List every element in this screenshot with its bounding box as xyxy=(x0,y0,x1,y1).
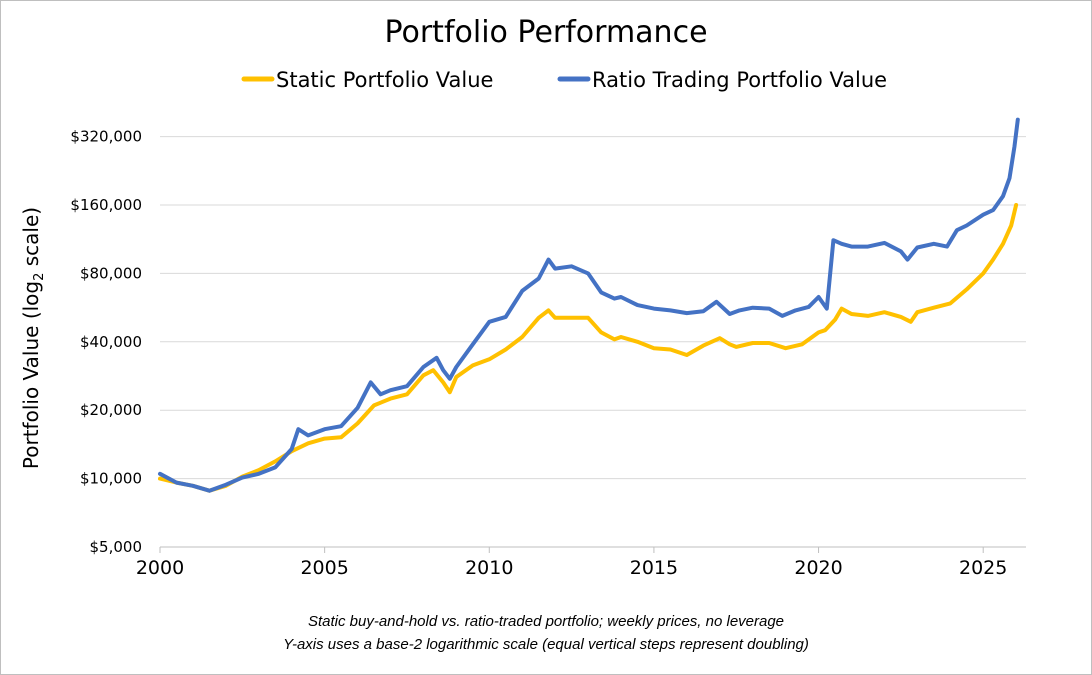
caption-line-1: Static buy-and-hold vs. ratio-traded por… xyxy=(308,613,784,630)
legend-label-ratio: Ratio Trading Portfolio Value xyxy=(592,68,887,92)
y-tick-label: $20,000 xyxy=(80,401,142,419)
x-tick-label: 2025 xyxy=(959,557,1007,579)
x-tick-label: 2020 xyxy=(794,557,842,579)
y-tick-label: $10,000 xyxy=(80,470,142,488)
y-tick-label: $5,000 xyxy=(90,538,143,556)
y-tick-label: $40,000 xyxy=(80,333,142,351)
y-axis-label-tail: scale) xyxy=(19,207,43,273)
x-tick-label: 2005 xyxy=(300,557,348,579)
series-line-ratio xyxy=(158,117,1020,493)
y-tick-label: $80,000 xyxy=(80,264,142,282)
y-axis-label-subscript: 2 xyxy=(32,273,47,281)
legend-label-static: Static Portfolio Value xyxy=(276,68,493,92)
x-tick-label: 2000 xyxy=(136,557,184,579)
y-tick-label: $160,000 xyxy=(70,196,142,214)
y-tick-label: $320,000 xyxy=(70,128,142,146)
legend: Static Portfolio Value Ratio Trading Por… xyxy=(241,68,887,92)
y-axis-label-main: Portfolio Value (log xyxy=(19,281,43,469)
chart-title: Portfolio Performance xyxy=(384,15,707,50)
x-axis-ticks: 2000 2005 2010 2015 2020 2025 xyxy=(136,547,1007,579)
series-line-static xyxy=(158,203,1019,493)
x-tick-label: 2010 xyxy=(465,557,513,579)
gridlines xyxy=(160,136,1026,480)
y-axis-ticks: $5,000 $10,000 $20,000 $40,000 $80,000 $160,0… xyxy=(70,128,142,556)
x-tick-label: 2015 xyxy=(630,557,678,579)
series-lines xyxy=(158,117,1020,493)
caption-line-2: Y-axis uses a base-2 logarithmic scale (… xyxy=(283,636,809,653)
y-axis-label: Portfolio Value (log2 scale) xyxy=(19,207,47,469)
